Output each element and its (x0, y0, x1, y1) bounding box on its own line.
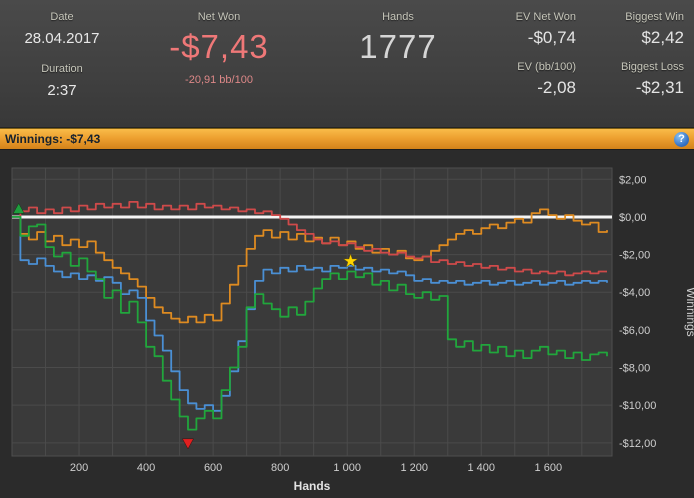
winnings-graph: ★ $2,00 $0,00 -$2,00 -$4,00 -$6,00 -$8,00 -$10,… (11, 167, 694, 493)
hands-value: 1777 (359, 28, 437, 65)
svg-text:1 600: 1 600 (535, 462, 563, 474)
duration-label: Duration (41, 63, 83, 75)
net-won-label: Net Won (197, 11, 241, 23)
svg-text:-$10,00: -$10,00 (619, 400, 656, 412)
ev-net-won-stat: EV Net Won -$0,74 (482, 11, 576, 48)
svg-text:$0,00: $0,00 (619, 212, 647, 224)
svg-text:-$8,00: -$8,00 (619, 363, 650, 375)
winnings-title-text: Winnings: -$7,43 (5, 132, 101, 146)
svg-text:★: ★ (342, 251, 358, 271)
biggest-win-stat: Biggest Win $2,42 (590, 11, 684, 48)
svg-text:$2,00: $2,00 (619, 174, 647, 186)
svg-text:-$12,00: -$12,00 (619, 438, 656, 450)
svg-text:800: 800 (271, 462, 289, 474)
svg-text:1 400: 1 400 (468, 462, 496, 474)
svg-text:-$4,00: -$4,00 (619, 287, 650, 299)
ev-net-won-value: -$0,74 (527, 28, 576, 47)
biggest-loss-label: Biggest Loss (621, 61, 684, 73)
date-value: 28.04.2017 (24, 30, 100, 47)
winnings-title-bar: Winnings: -$7,43 ? (0, 128, 694, 150)
svg-text:200: 200 (70, 462, 88, 474)
ev-bb100-label: EV (bb/100) (517, 61, 576, 73)
date-duration-panel: Date 28.04.2017 Duration 2:37 (0, 0, 124, 127)
svg-text:400: 400 (137, 462, 155, 474)
svg-text:1 000: 1 000 (333, 462, 361, 474)
date-label: Date (50, 11, 74, 23)
stats-header: Date 28.04.2017 Duration 2:37 Net Won -$… (0, 0, 694, 128)
biggest-loss-stat: Biggest Loss -$2,31 (590, 61, 684, 98)
net-won-bb100: -20,91 bb/100 (185, 74, 253, 86)
biggest-win-label: Biggest Win (625, 11, 684, 23)
svg-text:Hands: Hands (294, 479, 331, 493)
biggest-loss-value: -$2,31 (635, 78, 684, 97)
hands-label: Hands (382, 11, 414, 23)
help-icon[interactable]: ? (674, 131, 689, 147)
winnings-chart: ★ $2,00 $0,00 -$2,00 -$4,00 -$6,00 -$8,00 -$10,… (0, 150, 694, 498)
biggest-win-value: $2,42 (641, 28, 684, 47)
net-won-panel: Net Won -$7,43 -20,91 bb/100 (124, 0, 314, 127)
svg-text:-$6,00: -$6,00 (619, 325, 650, 337)
net-won-value: -$7,43 (169, 28, 269, 65)
ev-bb100-value: -2,08 (537, 78, 576, 97)
ev-bb100-stat: EV (bb/100) -2,08 (482, 61, 576, 98)
hands-panel: Hands 1777 (314, 0, 482, 127)
svg-text:-$2,00: -$2,00 (619, 250, 650, 262)
ev-stats-grid: EV Net Won -$0,74 Biggest Win $2,42 EV (… (482, 0, 694, 127)
ev-net-won-label: EV Net Won (515, 11, 576, 23)
svg-text:600: 600 (204, 462, 222, 474)
duration-value: 2:37 (47, 82, 77, 99)
svg-text:Winnings: Winnings (684, 287, 694, 336)
svg-text:1 200: 1 200 (400, 462, 428, 474)
